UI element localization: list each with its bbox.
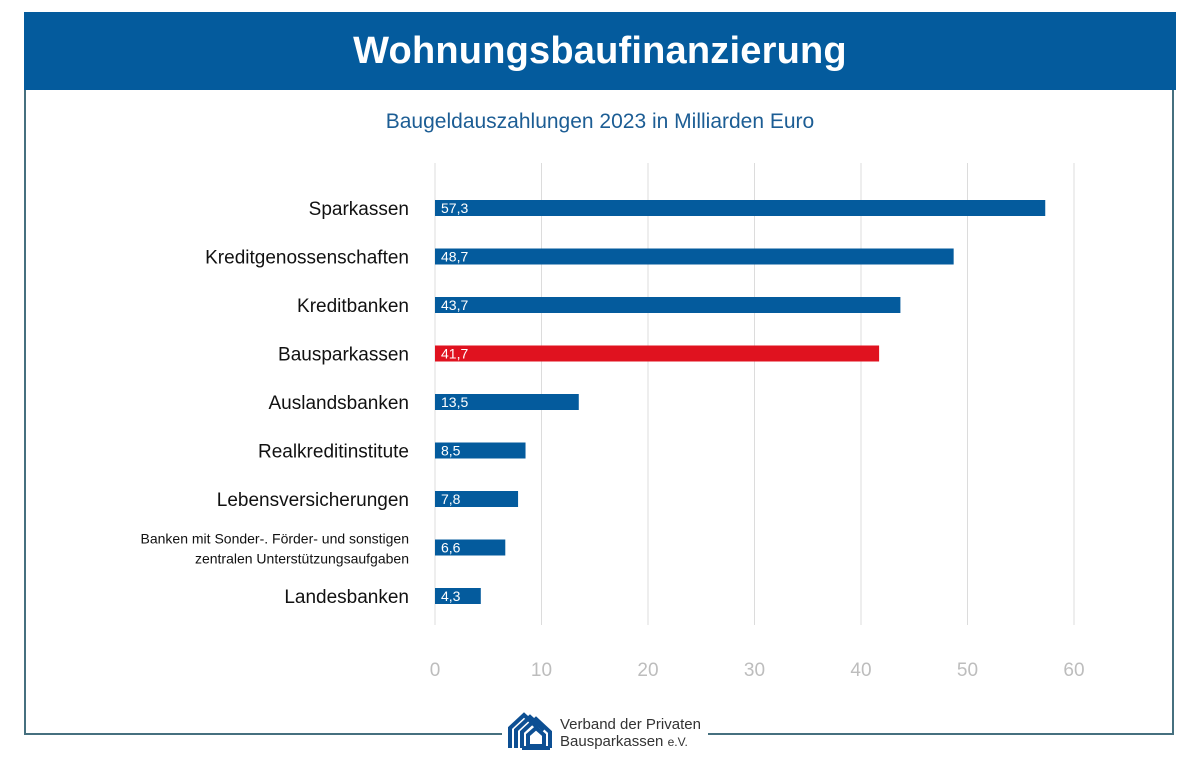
- bar-value-label: 57,3: [441, 200, 468, 216]
- bar-value-label: 48,7: [441, 249, 468, 265]
- x-tick-label: 60: [1063, 660, 1084, 681]
- x-tick-label: 30: [744, 660, 765, 681]
- category-label: Realkreditinstitute: [258, 442, 409, 463]
- footer-org-name: Verband der Privaten Bausparkassen e.V.: [560, 716, 701, 751]
- footer-org-line2: Bausparkassen e.V.: [560, 732, 688, 750]
- bar-value-label: 7,8: [441, 491, 461, 507]
- x-tick-label: 20: [637, 660, 658, 681]
- category-label: Kreditbanken: [297, 296, 409, 317]
- bar: [435, 345, 880, 362]
- bar: [435, 394, 579, 410]
- bar: [435, 588, 481, 604]
- footer-org-line1: Verband der Privaten: [560, 715, 701, 733]
- x-tick-label: 40: [850, 660, 871, 681]
- x-tick-label: 50: [957, 660, 978, 681]
- bar-value-label: 4,3: [441, 588, 461, 604]
- chart-frame: [24, 12, 1174, 735]
- bar: [435, 442, 526, 459]
- category-label: Auslandsbanken: [269, 393, 410, 414]
- bar: [435, 297, 901, 313]
- footer-logo: Verband der Privaten Bausparkassen e.V.: [502, 710, 708, 756]
- bar-value-label: 6,6: [441, 540, 461, 556]
- header-banner: Wohnungsbaufinanzierung: [24, 12, 1176, 90]
- category-label: Lebensversicherungen: [217, 490, 409, 511]
- bar: [435, 248, 954, 265]
- houses-logo-icon: [508, 711, 554, 755]
- x-tick-label: 10: [531, 660, 552, 681]
- category-label: Banken mit Sonder-. Förder- und sonstige…: [141, 531, 409, 547]
- bar-value-label: 8,5: [441, 443, 461, 459]
- bar-value-label: 13,5: [441, 394, 468, 410]
- category-label: Bausparkassen: [278, 345, 409, 366]
- bar: [435, 539, 506, 556]
- x-tick-label: 0: [430, 660, 441, 681]
- bar-value-label: 43,7: [441, 297, 468, 313]
- category-label: Sparkassen: [309, 199, 409, 220]
- chart-subtitle: Baugeldauszahlungen 2023 in Milliarden E…: [385, 110, 815, 133]
- bar: [435, 200, 1046, 216]
- bar: [435, 491, 519, 507]
- category-label: Landesbanken: [284, 587, 409, 608]
- page-title: Wohnungsbaufinanzierung: [353, 29, 847, 72]
- bar-value-label: 41,7: [441, 346, 468, 362]
- category-label: Kreditgenossenschaften: [205, 248, 409, 269]
- category-label: zentralen Unterstützungsaufgaben: [195, 551, 409, 567]
